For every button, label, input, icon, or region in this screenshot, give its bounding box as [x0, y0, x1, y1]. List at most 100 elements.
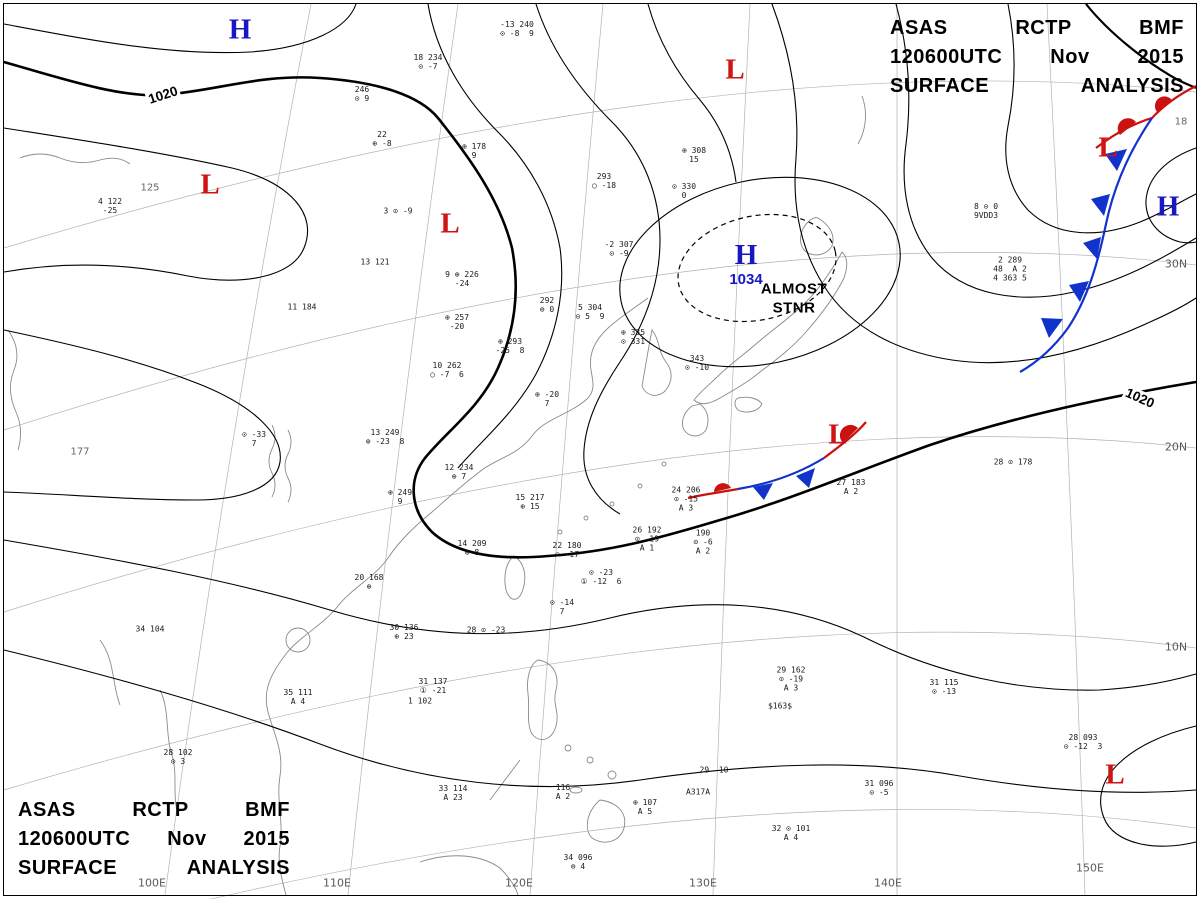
station-plot: 8 ⊙ 0 9VDD3: [973, 202, 999, 221]
station-plot: 22 ⊕ -8: [372, 130, 392, 149]
valid-datetime-2: 120600UTC Nov 2015: [18, 828, 290, 850]
map-number: 125: [140, 182, 160, 194]
station-value: 9 ⊕ 226: [445, 270, 479, 280]
station-plot: ⊕ 257 -20: [445, 313, 469, 332]
station-value: 8 ⊙ 0: [973, 202, 999, 212]
station-plot: 34 096 ⊜ 4: [563, 853, 593, 872]
station-value: ⊕ 308: [681, 146, 707, 156]
station-plot: 14 209 ⊕ 8: [457, 539, 487, 558]
station-value: ① -12 6: [580, 577, 622, 586]
grid-label-lon: 150E: [1076, 861, 1104, 875]
station-plot: -2 307 ⊙ -9: [605, 240, 634, 259]
station-plot: 29 162 ⊙ -19 A 3: [777, 666, 806, 694]
station-plot: 33 114 A 23: [439, 784, 468, 803]
station-value: ⊙ -33: [241, 430, 267, 440]
station-value: ⊙ -23: [588, 568, 614, 578]
station-value: ⊙ 9: [354, 94, 370, 103]
station-value: 13 249: [370, 428, 400, 438]
station-value: A 5: [637, 807, 653, 816]
station-value: A 3: [783, 683, 799, 693]
station-plot: ⊕ -20 7: [535, 390, 559, 409]
low-center: L: [200, 168, 220, 201]
station-value: ⊙ -14: [549, 598, 575, 608]
station-value: ⊙ -5: [869, 788, 889, 797]
station-value: 28 102: [163, 748, 193, 758]
station-value: ⊕ 15: [520, 502, 540, 511]
station-plot: 31 137 ① -21: [418, 677, 448, 696]
station-plot: 28 102 ⊙ 3: [163, 748, 193, 767]
station-plot: 116 A 2: [556, 783, 570, 802]
station-value: $163$: [767, 701, 793, 711]
map-number: 177: [70, 446, 90, 458]
station-plot: 31 115 ⊙ -13: [930, 678, 959, 697]
station-plot: 190 ⊙ -6 A 2: [693, 528, 712, 557]
station-value: 15: [689, 155, 699, 164]
low-center: L: [440, 209, 459, 239]
station-plot: 29 10: [700, 766, 729, 776]
station-plot: 28 ⊙ 178: [994, 458, 1033, 468]
station-value: 4 122: [97, 197, 123, 207]
station-value: ⊕ 23: [394, 632, 414, 641]
station-value: 0: [681, 191, 687, 200]
grid-label-lat: 30N: [1164, 257, 1188, 271]
product-id: ASAS RCTP BMF: [890, 17, 1184, 39]
station-value: ① -21: [419, 686, 447, 695]
station-value: A 2: [695, 546, 711, 556]
station-value: 22: [377, 130, 387, 140]
latlon-grid: [3, 3, 1197, 899]
station-plot: 293 ○ -18: [592, 172, 616, 191]
station-value: ⊙ -7: [418, 62, 438, 71]
station-value: 31 137: [418, 677, 448, 687]
station-value: ⊕ 335: [620, 328, 646, 338]
station-value: 18 234: [413, 53, 443, 63]
station-value: A 23: [443, 793, 463, 802]
station-plot: 30 136 ⊕ 23: [390, 623, 419, 642]
pressure-letter: L: [200, 168, 220, 201]
station-plot: ⊕ 178 9: [462, 142, 486, 161]
station-plot: A317A: [686, 788, 710, 798]
station-value: 343: [689, 354, 705, 364]
station-value: 190: [695, 528, 711, 538]
station-value: ⊙ -17: [554, 550, 580, 559]
station-plot: 9 ⊕ 226 -24: [445, 270, 479, 289]
pressure-letter: H: [734, 239, 758, 271]
station-value: 293: [596, 172, 612, 182]
station-plot: 26 192 ⊙ -19 A 1: [633, 526, 662, 554]
station-value: ⊕ 7: [451, 472, 467, 481]
station-value: 20 168: [354, 573, 384, 583]
station-value: 7: [559, 607, 565, 616]
pressure-letter: L: [1098, 131, 1118, 164]
grid-label-lon: 140E: [874, 876, 902, 890]
station-value: ⊙ -19: [778, 674, 804, 684]
grid-label-lat: 20N: [1164, 440, 1188, 454]
low-center: L: [725, 55, 744, 85]
station-value: -25: [102, 206, 118, 215]
station-value: ○ -7 6: [430, 370, 464, 379]
grid-label-lon: 110E: [323, 876, 351, 890]
station-plot: 28 093 ⊙ -12 3: [1064, 733, 1103, 752]
station-plot: -13 240 ⊙ -8 9: [500, 20, 534, 39]
chart-type: SURFACE ANALYSIS: [890, 75, 1184, 97]
station-value: ⊙ -8 9: [500, 29, 534, 38]
station-plot: 11 184: [288, 303, 317, 313]
station-value: ⊜ 4: [570, 862, 586, 871]
station-value: ⊕ -23 8: [365, 437, 405, 446]
station-plot: 28 ⊙ -23: [467, 626, 506, 636]
station-value: ⊕ 8: [464, 548, 480, 557]
station-value: -25 8: [495, 346, 525, 355]
station-plot: ⊕ 107 A 5: [633, 798, 657, 817]
station-value: ⊙ -10: [684, 363, 710, 372]
station-value: -24: [454, 279, 470, 288]
station-value: 34 104: [135, 624, 165, 634]
station-plot: 22 180 ⊙ -17: [553, 541, 582, 560]
low-center: L: [828, 420, 847, 450]
station-value: ⊕ -8: [372, 139, 392, 148]
station-value: 34 096: [563, 853, 593, 863]
station-value: 14 209: [457, 539, 487, 549]
high-center: H: [229, 15, 252, 45]
title-block-top-right: ASAS RCTP BMF 120600UTC Nov 2015 SURFACE…: [890, 14, 1184, 101]
station-plot: 35 111 A 4: [284, 688, 313, 707]
chart-type-2: SURFACE ANALYSIS: [18, 857, 290, 879]
station-plot: ⊙ -23 ① -12 6: [580, 568, 622, 587]
station-value: 5 304: [577, 303, 603, 313]
